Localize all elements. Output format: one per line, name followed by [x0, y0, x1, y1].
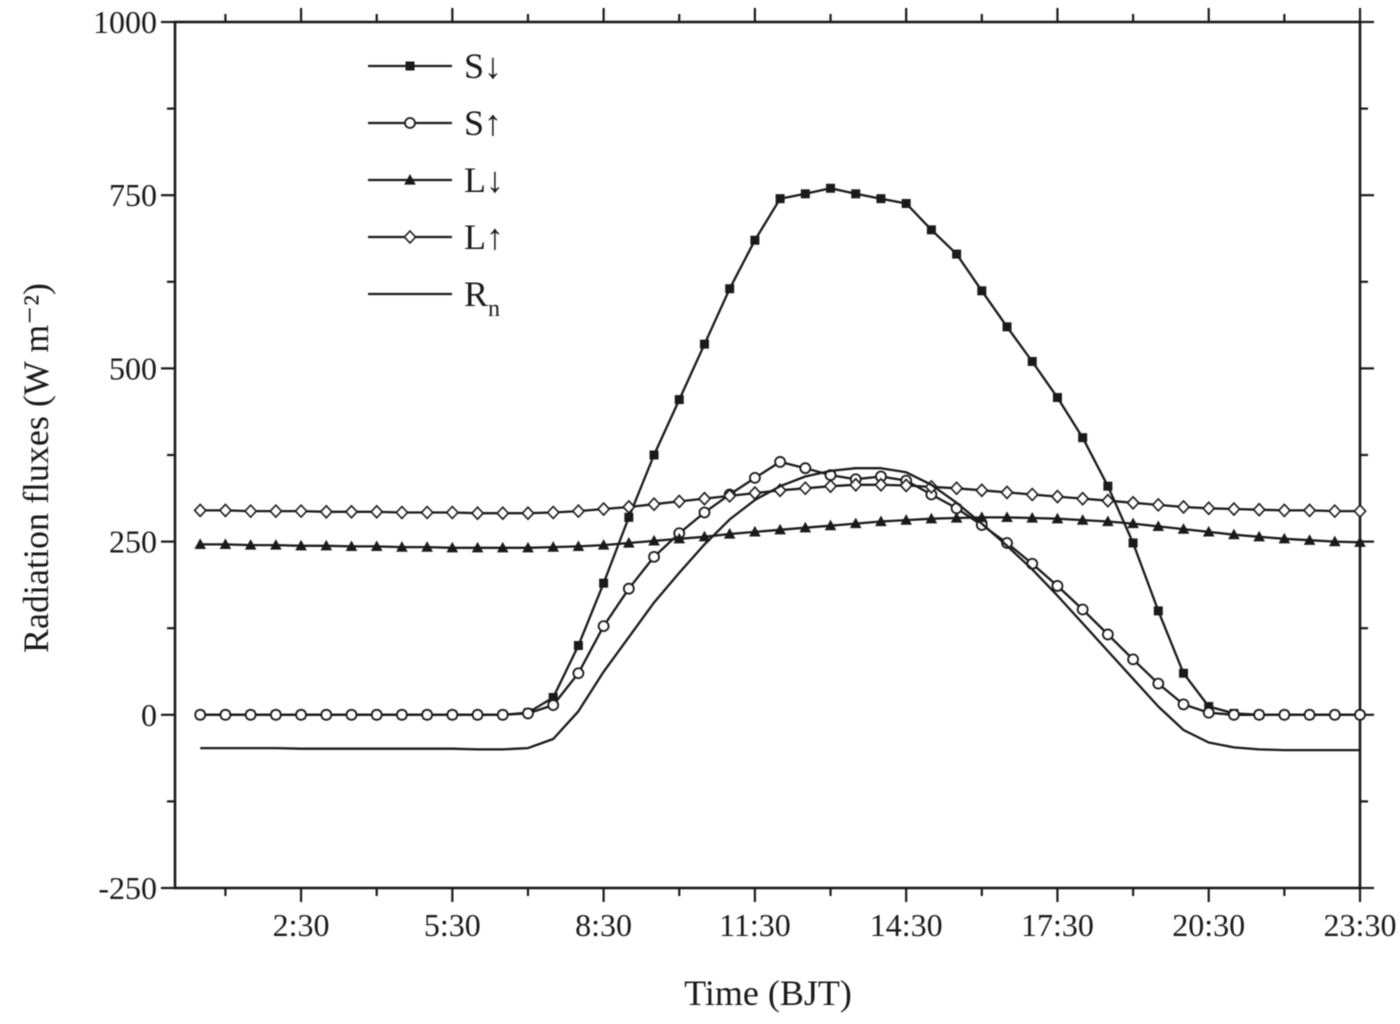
- x-tick-label: 2:30: [273, 907, 330, 943]
- x-tick-label: 8:30: [575, 907, 632, 943]
- legend-label-sw-down: S↓: [464, 46, 502, 86]
- tick-labels: 2:30 5:30 8:30 11:30 14:30 17:30 20:30 23:30 -25…: [93, 4, 1396, 943]
- y-tick-label: 0: [141, 697, 157, 733]
- x-tick-label: 23:30: [1324, 907, 1397, 943]
- legend-label-net-radiation: Rn: [464, 274, 500, 322]
- series-lw-down: [194, 511, 1366, 553]
- x-axis-title: Time (BJT): [684, 973, 852, 1013]
- y-axis-title: Radiation fluxes (W m⁻²): [16, 282, 56, 654]
- legend-item-sw-down: S↓: [368, 46, 502, 86]
- x-tick-label: 20:30: [1172, 907, 1245, 943]
- x-tick-label: 14:30: [870, 907, 943, 943]
- legend-label-sw-up: S↑: [464, 103, 502, 143]
- legend-item-lw-up: L↑: [368, 217, 504, 257]
- legend: S↓ S↑ L↓ L↑ Rn: [368, 46, 504, 322]
- legend-item-sw-up: S↑: [368, 103, 502, 143]
- series-lw-up: [193, 477, 1367, 521]
- legend-item-lw-down: L↓: [368, 160, 504, 200]
- y-tick-label: 1000: [93, 4, 157, 40]
- series-net-radiation: [200, 467, 1360, 752]
- y-tick-label: -250: [98, 870, 157, 906]
- x-tick-label: 17:30: [1021, 907, 1094, 943]
- x-tick-label: 11:30: [719, 907, 791, 943]
- y-tick-label: 250: [109, 524, 157, 560]
- axes: [161, 8, 1374, 902]
- y-tick-label: 750: [109, 177, 157, 213]
- series-sw-down: [195, 183, 1365, 720]
- plot-frame: [173, 20, 1362, 890]
- x-tick-label: 5:30: [424, 907, 481, 943]
- y-tick-label: 500: [109, 350, 157, 386]
- legend-label-lw-up: L↑: [464, 217, 504, 257]
- legend-item-net-radiation: Rn: [368, 274, 500, 322]
- legend-label-lw-down: L↓: [464, 160, 504, 200]
